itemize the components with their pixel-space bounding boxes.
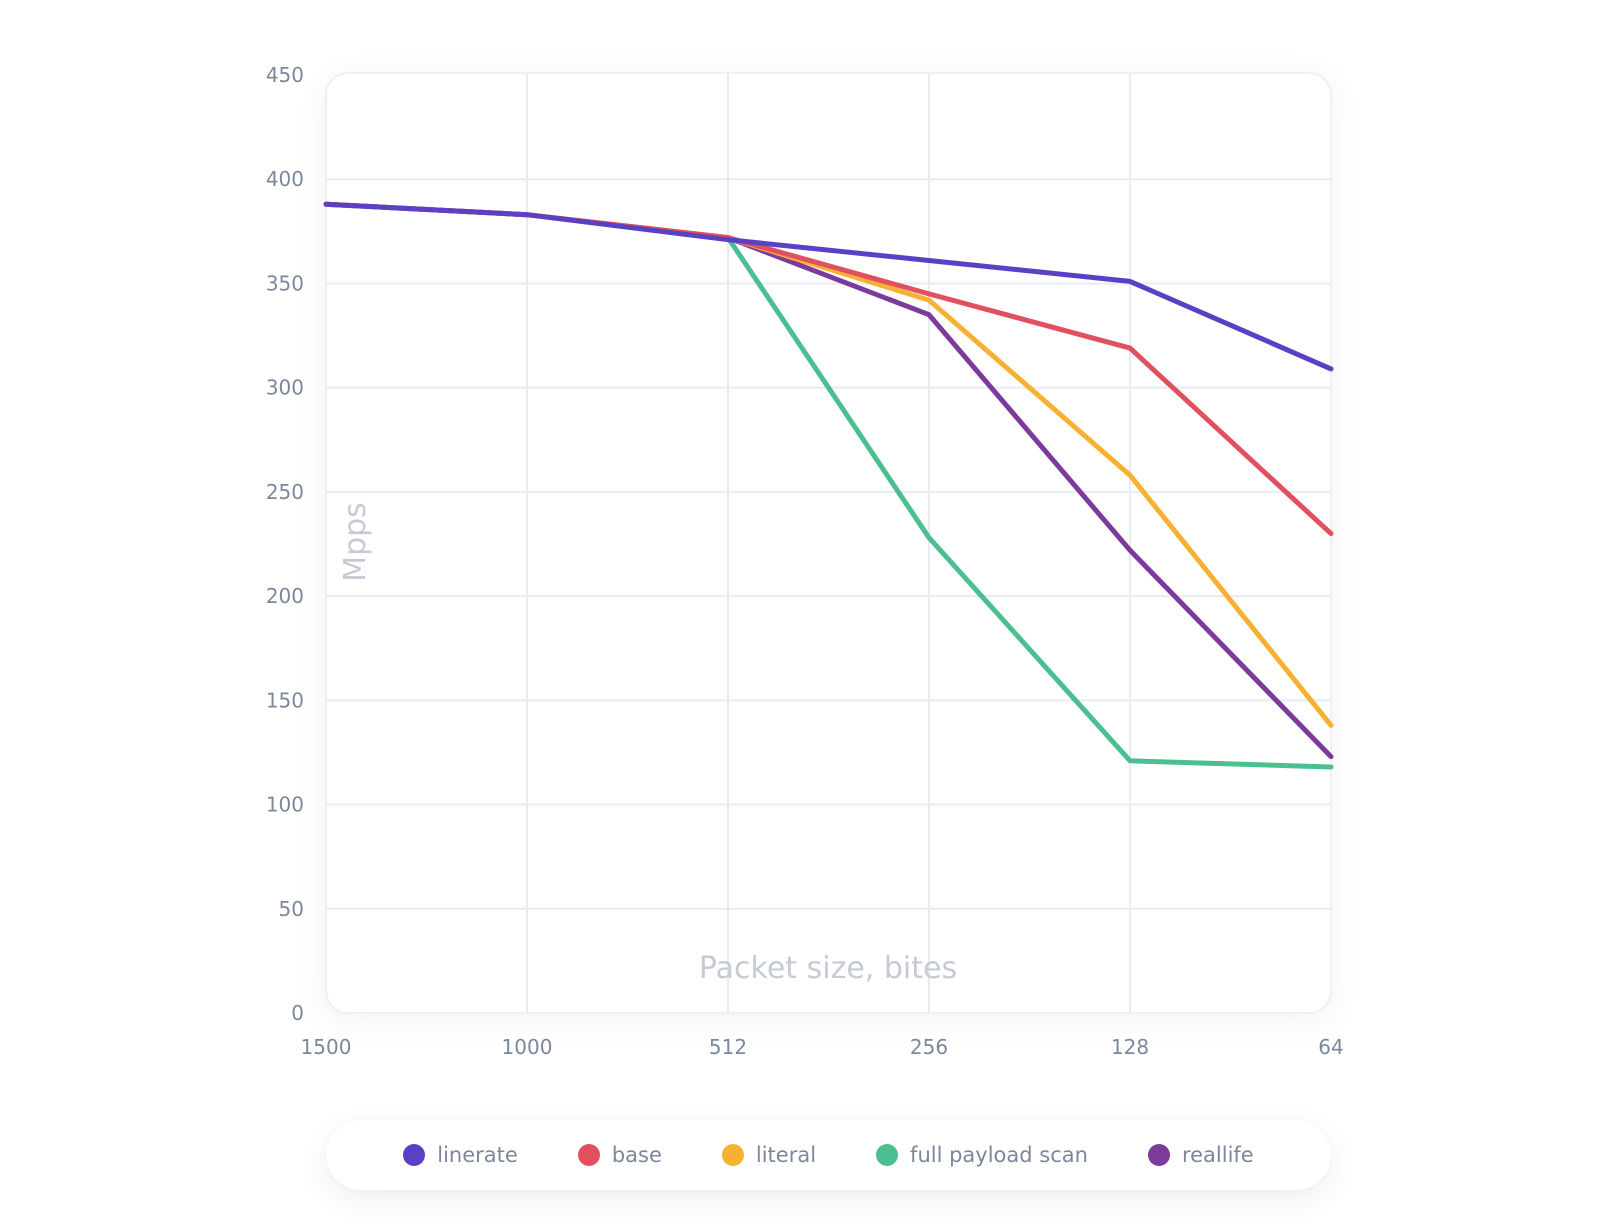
x-axis-title: Packet size, bites	[699, 951, 957, 986]
legend-swatch	[577, 1144, 600, 1166]
y-tick-label: 100	[266, 793, 304, 817]
x-tick-label: 512	[709, 1035, 747, 1059]
y-tick-label: 50	[279, 897, 304, 921]
legend-swatch	[876, 1144, 899, 1166]
y-tick-label: 300	[266, 376, 304, 400]
y-tick-label: 250	[266, 480, 304, 504]
y-tick-label: 0	[291, 1001, 304, 1025]
legend-item-linerate[interactable]: linerate	[403, 1143, 518, 1167]
x-tick-label: 64	[1318, 1035, 1343, 1059]
legend-label: full payload scan	[910, 1143, 1088, 1167]
series-lines	[323, 201, 1334, 770]
legend-item-base[interactable]: base	[577, 1143, 662, 1167]
x-tick-label: 1000	[502, 1035, 553, 1059]
legend-item-reallife[interactable]: reallife	[1147, 1143, 1254, 1167]
y-tick-label: 400	[266, 167, 304, 191]
plot-area	[325, 72, 1332, 1014]
legend-label: base	[611, 1143, 662, 1167]
x-tick-label: 128	[1111, 1035, 1149, 1059]
legend-swatch	[721, 1144, 744, 1166]
legend-label: linerate	[437, 1143, 518, 1167]
y-axis-title: Mpps	[338, 502, 373, 582]
legend-label: literal	[755, 1143, 817, 1167]
legend-swatch	[403, 1144, 426, 1166]
grid-lines	[326, 73, 1331, 1013]
legend-item-full-payload-scan[interactable]: full payload scan	[876, 1143, 1088, 1167]
legend-label: reallife	[1181, 1143, 1254, 1167]
x-tick-label: 256	[910, 1035, 948, 1059]
y-tick-label: 150	[266, 688, 304, 712]
y-tick-label: 350	[266, 271, 304, 295]
chart-legend: linerate base literal full payload scan real…	[326, 1120, 1331, 1190]
y-tick-label: 450	[266, 63, 304, 87]
tick-labels: 0 50 100 150 200 250 300 350 400 450 1500 1000 512 25…	[266, 63, 1344, 1059]
series-line-linerate	[323, 201, 1334, 372]
legend-swatch	[1147, 1144, 1170, 1166]
legend-item-literal[interactable]: literal	[721, 1143, 817, 1167]
x-tick-label: 1500	[301, 1035, 352, 1059]
y-tick-label: 200	[266, 584, 304, 608]
